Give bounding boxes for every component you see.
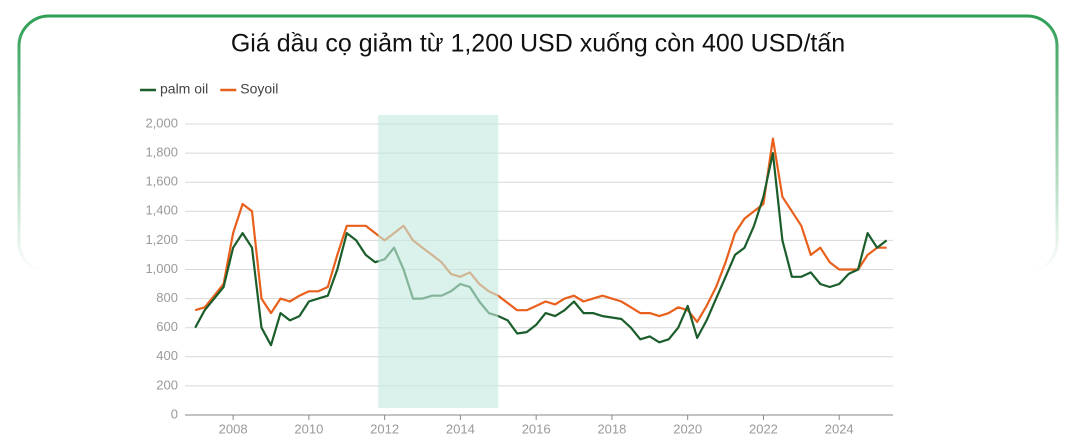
plot-background <box>138 108 908 440</box>
line-series <box>194 137 887 323</box>
x-tick-label: 2016 <box>522 421 551 436</box>
y-tick-label: 600 <box>156 319 178 334</box>
legend-label: Soyoil <box>240 81 278 97</box>
highlight-band <box>378 115 499 408</box>
y-tick-label: 0 <box>171 406 178 421</box>
x-tick-label: 2014 <box>446 421 475 436</box>
y-tick-label: 1,400 <box>145 203 178 218</box>
x-tick-label: 2020 <box>673 421 702 436</box>
y-tick-label: 1,800 <box>145 145 178 160</box>
y-tick-label: 1,000 <box>145 261 178 276</box>
x-tick-label: 2012 <box>370 421 399 436</box>
y-tick-label: 2,000 <box>145 115 178 130</box>
y-tick-label: 1,200 <box>145 232 178 247</box>
x-tick-label: 2018 <box>597 421 626 436</box>
x-tick-label: 2008 <box>219 421 248 436</box>
x-tick-label: 2024 <box>825 421 854 436</box>
x-tick-label: 2022 <box>749 421 778 436</box>
line-series <box>194 152 888 347</box>
legend-label: palm oil <box>160 81 208 97</box>
x-tick-label: 2010 <box>294 421 323 436</box>
y-tick-label: 800 <box>156 290 178 305</box>
y-tick-label: 200 <box>156 377 178 392</box>
y-tick-label: 400 <box>156 348 178 363</box>
y-tick-label: 1,600 <box>145 174 178 189</box>
chart-title: Giá dầu cọ giảm từ 1,200 USD xuống còn 4… <box>231 30 845 58</box>
